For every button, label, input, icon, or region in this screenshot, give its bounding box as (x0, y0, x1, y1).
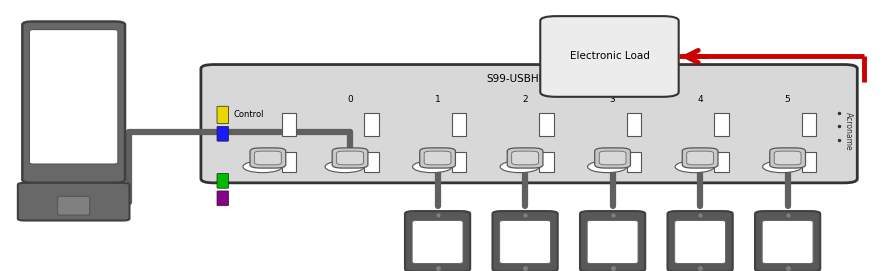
Text: 5: 5 (785, 95, 790, 104)
FancyBboxPatch shape (201, 64, 857, 183)
Bar (627, 113, 641, 136)
FancyBboxPatch shape (507, 148, 543, 168)
FancyBboxPatch shape (540, 16, 679, 97)
FancyBboxPatch shape (420, 148, 455, 168)
FancyBboxPatch shape (770, 148, 805, 168)
FancyBboxPatch shape (682, 148, 718, 168)
Text: Acroname: Acroname (844, 112, 853, 151)
FancyBboxPatch shape (217, 173, 229, 188)
Bar (364, 152, 379, 172)
FancyBboxPatch shape (332, 148, 368, 168)
FancyBboxPatch shape (687, 151, 714, 165)
FancyBboxPatch shape (255, 151, 281, 165)
FancyBboxPatch shape (57, 196, 90, 215)
FancyBboxPatch shape (29, 30, 118, 164)
Bar (627, 152, 641, 172)
FancyBboxPatch shape (250, 148, 286, 168)
FancyBboxPatch shape (595, 148, 630, 168)
FancyBboxPatch shape (18, 183, 129, 221)
FancyBboxPatch shape (337, 151, 363, 165)
FancyBboxPatch shape (217, 191, 229, 206)
FancyBboxPatch shape (500, 221, 551, 263)
Text: 4: 4 (697, 95, 703, 104)
FancyBboxPatch shape (22, 21, 125, 183)
Circle shape (243, 161, 282, 173)
FancyBboxPatch shape (580, 211, 645, 271)
Circle shape (500, 161, 539, 173)
Circle shape (325, 161, 364, 173)
FancyBboxPatch shape (217, 106, 229, 124)
Bar (802, 152, 816, 172)
Circle shape (675, 161, 714, 173)
Bar (714, 152, 729, 172)
Circle shape (588, 161, 627, 173)
FancyBboxPatch shape (763, 221, 814, 263)
FancyBboxPatch shape (493, 211, 558, 271)
Bar (364, 113, 379, 136)
Text: 0: 0 (347, 95, 353, 104)
FancyBboxPatch shape (675, 221, 725, 263)
FancyBboxPatch shape (755, 211, 820, 271)
Text: 2: 2 (522, 95, 528, 104)
Circle shape (413, 161, 452, 173)
FancyBboxPatch shape (668, 211, 732, 271)
Bar (452, 152, 466, 172)
Bar (802, 113, 816, 136)
Circle shape (763, 161, 802, 173)
FancyBboxPatch shape (599, 151, 626, 165)
Bar (539, 152, 554, 172)
Text: 1: 1 (435, 95, 440, 104)
Text: S99-USBHUB-3C: S99-USBHUB-3C (487, 74, 572, 84)
FancyBboxPatch shape (774, 151, 801, 165)
FancyBboxPatch shape (405, 211, 470, 271)
Bar (282, 113, 296, 136)
FancyBboxPatch shape (413, 221, 463, 263)
Bar (282, 152, 296, 172)
Bar (539, 113, 554, 136)
FancyBboxPatch shape (424, 151, 451, 165)
Bar (452, 113, 466, 136)
FancyBboxPatch shape (588, 221, 638, 263)
FancyBboxPatch shape (217, 126, 229, 141)
Text: 3: 3 (610, 95, 615, 104)
FancyBboxPatch shape (512, 151, 538, 165)
Text: Control: Control (234, 111, 264, 120)
Bar (714, 113, 729, 136)
Text: Electronic Load: Electronic Load (570, 51, 649, 62)
